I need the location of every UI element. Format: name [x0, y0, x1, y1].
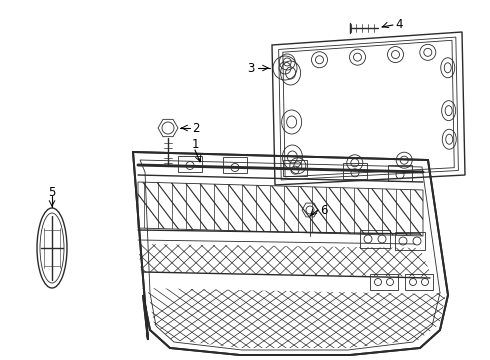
- Bar: [223, 157, 247, 174]
- Bar: [370, 274, 398, 290]
- Text: 1: 1: [191, 139, 199, 152]
- Bar: [405, 274, 433, 290]
- Bar: [360, 230, 390, 248]
- Bar: [388, 165, 412, 181]
- Text: 4: 4: [395, 18, 402, 31]
- Text: 5: 5: [49, 185, 56, 198]
- Bar: [283, 160, 307, 176]
- Bar: [395, 232, 425, 250]
- Text: 6: 6: [320, 203, 327, 216]
- Bar: [178, 156, 202, 171]
- Text: 2: 2: [192, 122, 199, 135]
- Bar: [343, 163, 367, 179]
- Text: 3: 3: [247, 62, 255, 75]
